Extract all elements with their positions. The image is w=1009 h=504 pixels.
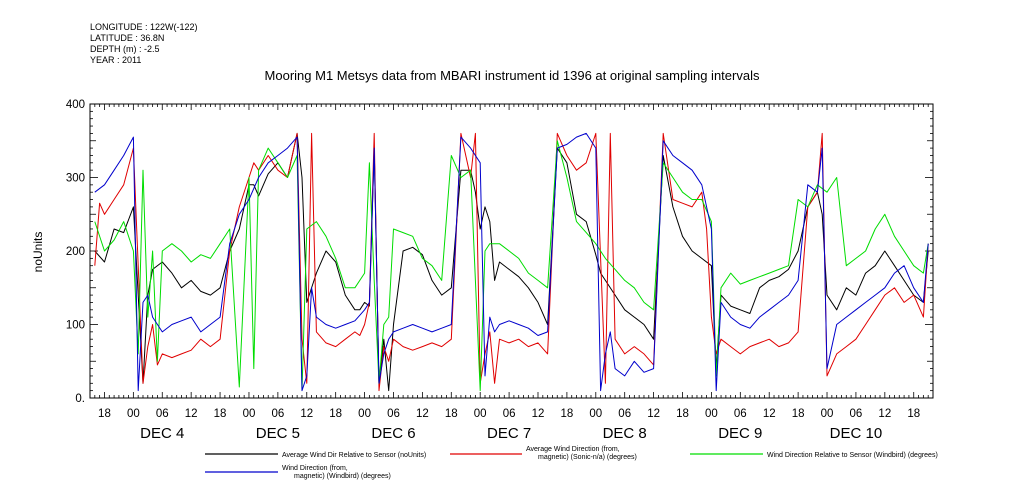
longitude-label: LONGITUDE : 122W(-122) bbox=[90, 22, 198, 32]
x-hour-label: 00 bbox=[358, 408, 371, 420]
x-hour-label: 12 bbox=[416, 408, 429, 420]
series-line-4 bbox=[94, 132, 929, 392]
x-hour-label: 06 bbox=[850, 408, 863, 420]
x-hour-label: 00 bbox=[243, 408, 256, 420]
year-label: YEAR : 2011 bbox=[90, 55, 142, 65]
depth-label: DEPTH (m) : -2.5 bbox=[90, 44, 160, 54]
x-hour-label: 12 bbox=[763, 408, 776, 420]
plot-frame bbox=[89, 103, 934, 399]
axes-frame bbox=[89, 103, 934, 399]
x-hour-label: 06 bbox=[618, 408, 631, 420]
tick-labels: 0. 100 200 300 400 18 00 06 12 18 00 06 12 18 00 06 12 18… bbox=[66, 99, 920, 442]
x-day-label: DEC 5 bbox=[256, 425, 300, 442]
x-hour-label: 06 bbox=[734, 408, 747, 420]
y-tick-label: 300 bbox=[66, 173, 85, 185]
y-tick-label: 400 bbox=[66, 99, 85, 111]
x-hour-label: 18 bbox=[329, 408, 342, 420]
x-hour-label: 00 bbox=[127, 408, 140, 420]
x-hour-label: 18 bbox=[676, 408, 689, 420]
chart-title: Mooring M1 Metsys data from MBARI instru… bbox=[265, 68, 760, 83]
x-hour-label: 12 bbox=[532, 408, 545, 420]
x-hour-label: 18 bbox=[214, 408, 227, 420]
x-hour-label: 00 bbox=[474, 408, 487, 420]
x-day-label: DEC 7 bbox=[487, 425, 531, 442]
legend: Average Wind Dir Relative to Sensor (noU… bbox=[205, 446, 938, 480]
x-hour-label: 12 bbox=[185, 408, 198, 420]
x-hour-label: 12 bbox=[878, 408, 891, 420]
legend-label-4: Wind Direction (from, magnetic) (Windbird… bbox=[282, 465, 391, 480]
series-line-2 bbox=[94, 132, 929, 392]
x-hour-label: 00 bbox=[705, 408, 718, 420]
x-hour-label: 18 bbox=[445, 408, 458, 420]
x-hour-label: 12 bbox=[647, 408, 660, 420]
series-line-1 bbox=[94, 132, 929, 392]
legend-label-2: Average Wind Direction (from, magnetic) (… bbox=[526, 446, 637, 461]
series-layer bbox=[94, 132, 929, 392]
x-hour-label: 00 bbox=[589, 408, 602, 420]
x-hour-label: 18 bbox=[792, 408, 805, 420]
x-day-label: DEC 4 bbox=[140, 425, 184, 442]
x-day-label: DEC 6 bbox=[371, 425, 415, 442]
x-day-label: DEC 9 bbox=[718, 425, 762, 442]
latitude-label: LATITUDE : 36.8N bbox=[90, 33, 165, 43]
x-hour-label: 06 bbox=[271, 408, 284, 420]
x-hour-label: 18 bbox=[907, 408, 920, 420]
y-axis-label: noUnits bbox=[31, 232, 45, 273]
series-line-3 bbox=[94, 140, 929, 392]
x-day-label: DEC 8 bbox=[603, 425, 647, 442]
y-tick-label: 100 bbox=[66, 320, 85, 332]
x-hour-label: 12 bbox=[300, 408, 313, 420]
x-hour-label: 18 bbox=[560, 408, 573, 420]
y-tick-label: 0. bbox=[75, 393, 85, 405]
x-day-label: DEC 10 bbox=[830, 425, 883, 442]
legend-label-1: Average Wind Dir Relative to Sensor (noU… bbox=[282, 452, 426, 459]
y-tick-label: 200 bbox=[66, 246, 85, 258]
x-hour-label: 06 bbox=[156, 408, 169, 420]
x-hour-label: 06 bbox=[387, 408, 400, 420]
x-hour-label: 06 bbox=[503, 408, 516, 420]
legend-label-3: Wind Direction Relative to Sensor (Windb… bbox=[767, 452, 938, 459]
x-hour-label: 18 bbox=[98, 408, 111, 420]
x-hour-label: 00 bbox=[821, 408, 834, 420]
